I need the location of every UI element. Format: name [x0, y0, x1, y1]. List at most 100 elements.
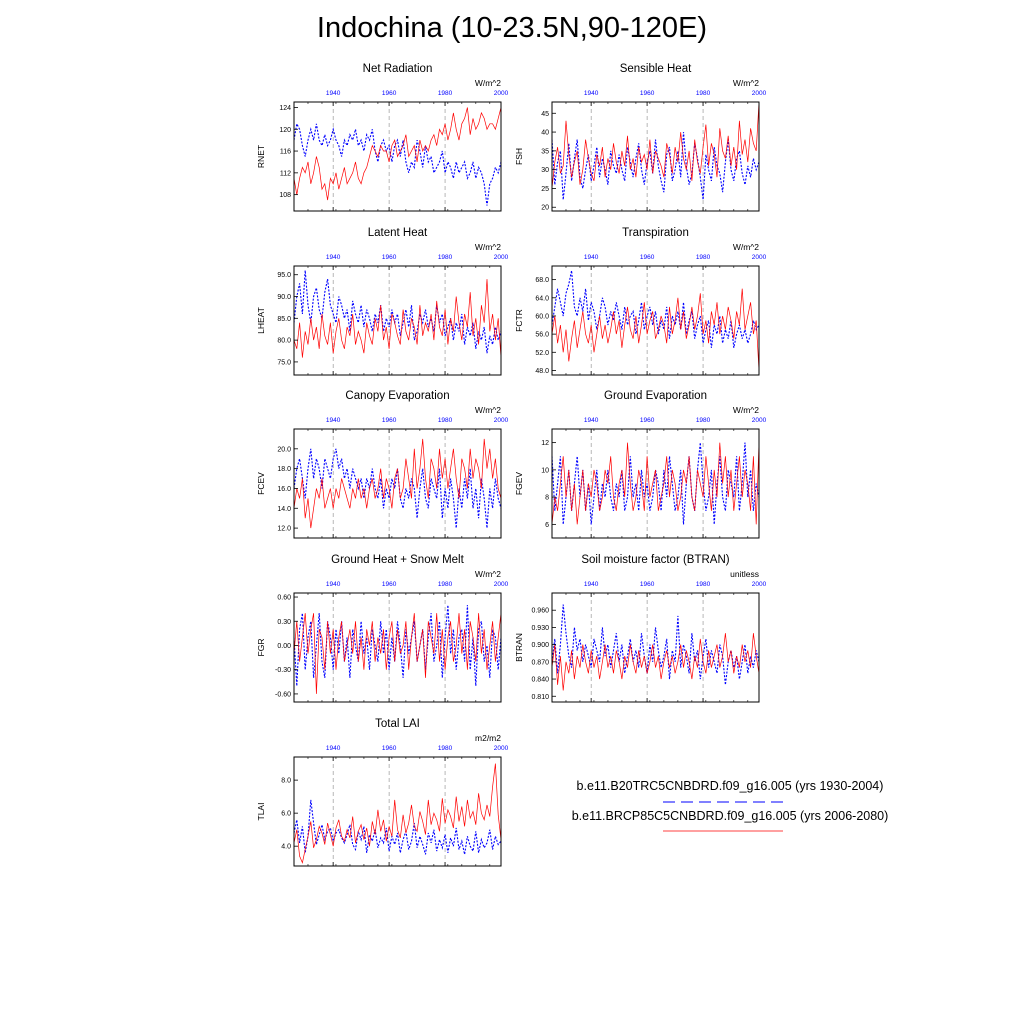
y-tick-label: 8 — [545, 495, 549, 502]
y-axis-label: BTRAN — [514, 633, 524, 662]
plot-frame — [293, 101, 502, 212]
top-x-tick-label: 1980 — [438, 254, 453, 261]
series-line-historical — [551, 132, 760, 200]
y-tick-label: -0.30 — [275, 667, 291, 674]
page-title: Indochina (10-23.5N,90-120E) — [316, 12, 708, 44]
top-x-tick-label: 1940 — [584, 581, 599, 588]
plot-frame — [551, 592, 760, 703]
panel-title: Net Radiation — [363, 63, 433, 75]
y-tick-label: 95.0 — [277, 272, 291, 279]
plot-frame — [551, 265, 760, 376]
panel-lheat: Latent Heat W/m^2 LHEAT 75.0 80.0 85.0 90.0 95.… — [250, 222, 540, 382]
series-line-future — [551, 288, 760, 371]
y-tick-label: 108 — [279, 192, 291, 199]
y-tick-label: 124 — [279, 105, 291, 112]
top-x-tick-label: 2000 — [494, 417, 509, 424]
panel-fctr: Transpiration W/m^2 FCTR 48.0 52.0 56.0 60.0 64… — [508, 222, 798, 382]
y-tick-label: 64.0 — [535, 295, 549, 302]
top-x-tick-label: 1940 — [584, 417, 599, 424]
y-tick-label: 12.0 — [277, 526, 291, 533]
y-axis-label: FSH — [514, 148, 524, 165]
top-x-tick-label: 1960 — [640, 254, 655, 261]
top-x-tick-label: 1940 — [326, 417, 341, 424]
chart-btran: Soil moisture factor (BTRAN)unitless BTRA… — [514, 554, 767, 703]
top-x-tick-label: 2000 — [752, 90, 767, 97]
series-line-historical — [551, 442, 760, 525]
legend: b.e11.B20TRC5CNBDRD.f09_g16.005 (yrs 193… — [520, 775, 940, 835]
series-line-future — [293, 763, 502, 864]
y-axis-label: RNET — [256, 145, 266, 168]
top-x-tick-label: 2000 — [494, 90, 509, 97]
y-tick-label: 4.0 — [281, 844, 291, 851]
series-line-historical — [551, 604, 760, 685]
top-x-tick-label: 1980 — [696, 90, 711, 97]
units-label: W/m^2 — [475, 405, 501, 415]
y-tick-label: 0.960 — [531, 608, 549, 615]
top-x-tick-label: 2000 — [752, 581, 767, 588]
panel-fgr: Ground Heat + Snow Melt W/m^2 FGR -0.60 -0.3… — [250, 549, 540, 709]
top-x-tick-label: 2000 — [494, 745, 509, 752]
panel-rnet: Net Radiation W/m^2 RNET 108 112 116 120 124 194… — [250, 58, 540, 218]
legend-label-future: b.e11.BRCP85C5CNBDRD.f09_g16.005 (yrs 20… — [572, 809, 889, 823]
chart-fctr: Transpiration W/m^2 FCTR 48.0 52.0 56.0 60.0 64… — [514, 227, 767, 376]
units-label: m2/m2 — [475, 733, 501, 743]
series-line-historical — [293, 122, 502, 206]
chart-tlai: Total LAIm2/m2TLAI4.06.08.01940202019602… — [256, 718, 509, 867]
y-tick-label: 10 — [541, 467, 549, 474]
y-axis-label: FGR — [256, 639, 266, 657]
y-tick-label: 52.0 — [535, 350, 549, 357]
y-tick-label: 0.870 — [531, 659, 549, 666]
chart-fcev: Canopy Evaporation W/m^2 FCEV 12.0 14.0 16.0 1… — [256, 390, 509, 539]
top-x-tick-label: 1940 — [326, 90, 341, 97]
chart-fsh: Sensible HeatW/m^2FSH2025303540451940202… — [514, 63, 767, 212]
series-line-future — [551, 633, 760, 691]
y-tick-label: 0.840 — [531, 677, 549, 684]
panel-title: Transpiration — [622, 227, 689, 239]
top-x-tick-label: 1940 — [326, 745, 341, 752]
y-axis-label: FGEV — [514, 472, 524, 495]
y-tick-label: 0.30 — [277, 619, 291, 626]
series-line-future — [293, 107, 502, 201]
y-tick-label: 0.930 — [531, 625, 549, 632]
series-line-historical — [293, 270, 502, 354]
top-x-tick-label: 1980 — [438, 417, 453, 424]
top-x-tick-label: 2000 — [752, 417, 767, 424]
legend-svg: b.e11.B20TRC5CNBDRD.f09_g16.005 (yrs 193… — [572, 779, 889, 832]
panel-fcev: Canopy Evaporation W/m^2 FCEV 12.0 14.0 16.0 1… — [250, 385, 540, 545]
plot-frame — [293, 428, 502, 539]
series-line-future — [293, 438, 502, 529]
y-tick-label: 35 — [541, 148, 549, 155]
y-tick-label: 120 — [279, 127, 291, 134]
panel-title: Canopy Evaporation — [345, 390, 449, 402]
y-tick-label: 0.900 — [531, 642, 549, 649]
top-x-tick-label: 1980 — [696, 417, 711, 424]
y-tick-label: 6 — [545, 522, 549, 529]
chart-fgev: Ground EvaporationW/m^2FGEV6810121940202… — [514, 390, 767, 539]
top-x-tick-label: 1940 — [584, 90, 599, 97]
y-axis-label: TLAI — [256, 803, 266, 821]
panel-tlai: Total LAIm2/m2TLAI4.06.08.01940202019602… — [250, 713, 540, 873]
top-x-tick-label: 1960 — [382, 745, 397, 752]
top-x-tick-label: 2000 — [752, 254, 767, 261]
series-line-future — [293, 613, 502, 694]
y-tick-label: 48.0 — [535, 368, 549, 375]
top-x-tick-label: 1960 — [382, 90, 397, 97]
series-line-historical — [293, 605, 502, 686]
series-line-future — [551, 442, 760, 525]
y-tick-label: 116 — [280, 149, 291, 156]
y-tick-label: 40 — [541, 130, 549, 137]
top-x-tick-label: 1940 — [326, 254, 341, 261]
plot-frame — [551, 101, 760, 212]
y-tick-label: 75.0 — [277, 359, 291, 366]
panel-title: Latent Heat — [368, 227, 428, 239]
y-tick-label: 85.0 — [277, 316, 291, 323]
y-tick-label: -0.60 — [275, 691, 291, 698]
plot-frame — [293, 592, 502, 703]
panel-fsh: Sensible HeatW/m^2FSH2025303540451940202… — [508, 58, 798, 218]
panel-title: Ground Heat + Snow Melt — [331, 554, 464, 566]
y-tick-label: 56.0 — [535, 332, 549, 339]
y-tick-label: 0.00 — [277, 643, 291, 650]
y-tick-label: 112 — [280, 170, 291, 177]
y-tick-label: 14.0 — [277, 506, 291, 513]
top-x-tick-label: 2000 — [494, 581, 509, 588]
